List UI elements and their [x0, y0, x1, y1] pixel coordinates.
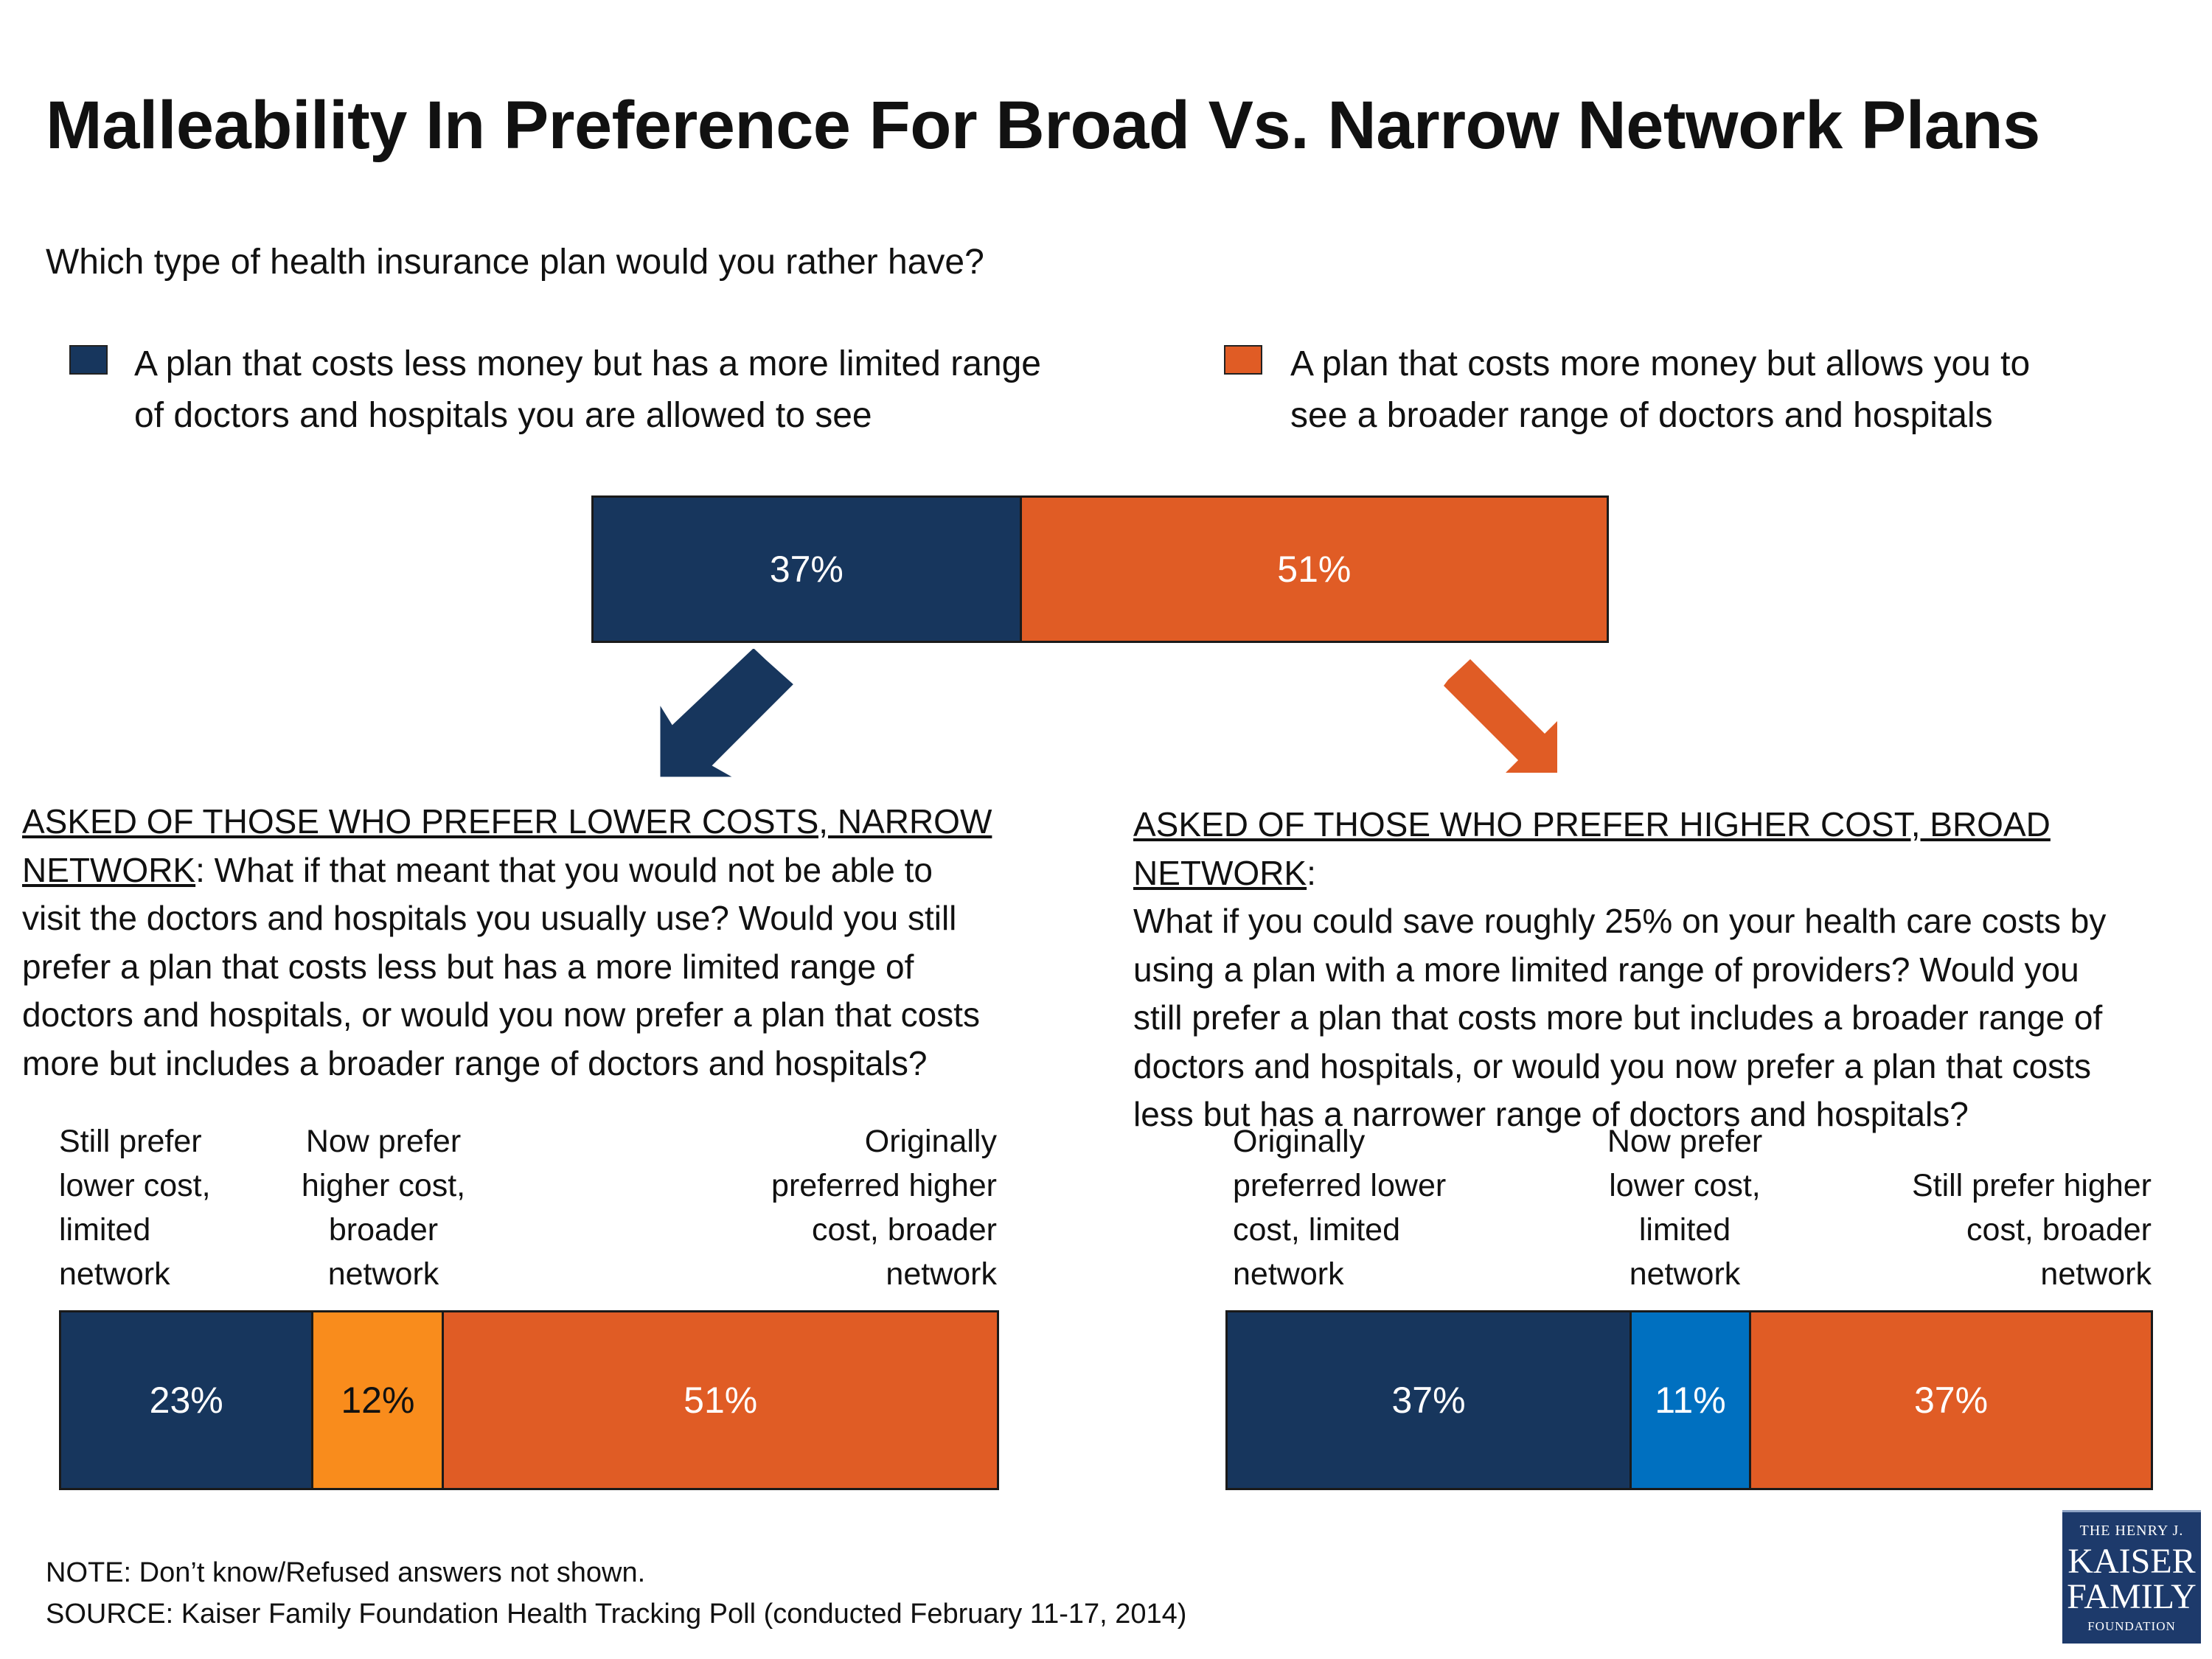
left-line4: prefer a plan that costs less but has a … [22, 947, 914, 986]
value-label: 12% [341, 1380, 415, 1421]
bar-segment-lower-cost: 37% [594, 498, 1020, 641]
label-line: limited [59, 1212, 151, 1248]
arrow-down-left-icon [658, 649, 796, 779]
footnote-note: NOTE: Don’t know/Refused answers not sho… [46, 1557, 646, 1588]
logo-line3: FAMILY [2067, 1577, 2197, 1616]
footnote-source: SOURCE: Kaiser Family Foundation Health … [46, 1599, 1187, 1630]
right-line4: still prefer a plan that costs more but … [1133, 998, 2103, 1037]
kff-logo: THE HENRY J. KAISER FAMILY FOUNDATION [2062, 1510, 2201, 1644]
survey-question: Which type of health insurance plan woul… [46, 243, 984, 282]
right-line3: using a plan with a more limited range o… [1133, 950, 2079, 989]
bar-segment-now-prefer-higher: 12% [311, 1312, 442, 1488]
right-label-originally-lower: Originally preferred lower cost, limited… [1233, 1119, 1446, 1296]
left-line2: : What if that meant that you would not … [195, 850, 933, 889]
legend-lower-cost-line1: A plan that costs less money but has a m… [134, 344, 1041, 383]
right-label-now-prefer-lower: Now prefer lower cost, limited network [1585, 1119, 1784, 1296]
right-header-colon: : [1307, 853, 1316, 892]
bar-segment-originally-lower: 37% [1228, 1312, 1630, 1488]
right-line2: What if you could save roughly 25% on yo… [1133, 902, 2107, 940]
label-line: Originally [1233, 1124, 1366, 1159]
value-label: 51% [684, 1380, 758, 1421]
top-stacked-bar: 37% 51% [591, 495, 1609, 643]
label-line: lower cost, [59, 1168, 211, 1203]
arrow-down-right-icon [1444, 659, 1557, 773]
legend-higher-cost: A plan that costs more money but allows … [1290, 338, 2030, 442]
left-header-underlined-1: ASKED OF THOSE WHO PREFER LOWER COSTS, N… [22, 802, 992, 841]
label-line: Originally [864, 1124, 997, 1159]
right-panel-question: ASKED OF THOSE WHO PREFER HIGHER COST, B… [1133, 801, 2202, 1139]
right-line6: less but has a narrower range of doctors… [1133, 1095, 1969, 1133]
right-header-underlined: ASKED OF THOSE WHO PREFER HIGHER COST, B… [1133, 805, 2051, 892]
legend-lower-cost-line2: of doctors and hospitals you are allowed… [134, 396, 872, 435]
legend-higher-cost-line2: see a broader range of doctors and hospi… [1290, 396, 1993, 435]
label-line: preferred higher [771, 1168, 997, 1203]
left-label-now-prefer-higher: Now prefer higher cost, broader network [288, 1119, 479, 1296]
value-label: 23% [149, 1380, 223, 1421]
label-line: lower cost, [1609, 1168, 1761, 1203]
label-line: Still prefer higher [1911, 1168, 2152, 1203]
right-line5: doctors and hospitals, or would you now … [1133, 1046, 2091, 1085]
left-line3: visit the doctors and hospitals you usua… [22, 899, 957, 937]
label-line: higher cost, [301, 1168, 466, 1203]
page-title: Malleability In Preference For Broad Vs.… [46, 88, 2040, 163]
label-line: network [886, 1256, 997, 1292]
bar-segment-still-prefer-lower: 23% [61, 1312, 312, 1488]
bar-segment-now-prefer-lower: 11% [1629, 1312, 1749, 1488]
left-header-underlined-2: NETWORK [22, 850, 196, 889]
label-line: network [327, 1256, 439, 1292]
value-label: 37% [1913, 1380, 1989, 1421]
label-line: network [1629, 1256, 1741, 1292]
label-line: Still prefer [59, 1124, 202, 1159]
legend-lower-cost: A plan that costs less money but has a m… [134, 338, 1041, 442]
legend-swatch-higher-cost [1224, 345, 1262, 375]
label-line: Now prefer [305, 1124, 462, 1159]
label-line: cost, limited [1233, 1212, 1401, 1248]
label-line: network [2040, 1256, 2152, 1292]
bar-segment-still-prefer-higher: 37% [1749, 1312, 2151, 1488]
value-label: 37% [1391, 1380, 1466, 1421]
label-line: preferred lower [1233, 1168, 1447, 1203]
label-line: limited [1638, 1212, 1731, 1248]
left-stacked-bar: 23% 12% 51% [59, 1310, 999, 1490]
label-line: cost, broader [812, 1212, 997, 1248]
label-line: network [59, 1256, 170, 1292]
label-line: cost, broader [1966, 1212, 2152, 1248]
value-label: 37% [769, 549, 844, 590]
right-label-still-prefer-higher: Still prefer higher cost, broader networ… [1843, 1164, 2152, 1296]
left-line6: more but includes a broader range of doc… [22, 1043, 928, 1082]
bar-segment-higher-cost: 51% [1019, 498, 1607, 641]
left-label-still-prefer-lower: Still prefer lower cost, limited network [59, 1119, 211, 1296]
label-line: broader [328, 1212, 439, 1248]
logo-line2: KAISER [2067, 1542, 2196, 1581]
right-stacked-bar: 37% 11% 37% [1225, 1310, 2153, 1490]
legend-higher-cost-line1: A plan that costs more money but allows … [1290, 344, 2031, 383]
left-label-originally-higher: Originally preferred higher cost, broade… [700, 1119, 997, 1296]
value-label: 11% [1655, 1380, 1726, 1421]
logo-line1: THE HENRY J. [2079, 1523, 2184, 1539]
logo-line4: FOUNDATION [2087, 1619, 2176, 1633]
legend-swatch-lower-cost [69, 345, 108, 375]
bar-segment-originally-higher: 51% [442, 1312, 997, 1488]
label-line: network [1233, 1256, 1344, 1292]
label-line: Now prefer [1607, 1124, 1763, 1159]
left-panel-question: ASKED OF THOSE WHO PREFER LOWER COSTS, N… [22, 798, 1113, 1088]
left-line5: doctors and hospitals, or would you now … [22, 995, 980, 1034]
value-label: 51% [1277, 549, 1352, 590]
